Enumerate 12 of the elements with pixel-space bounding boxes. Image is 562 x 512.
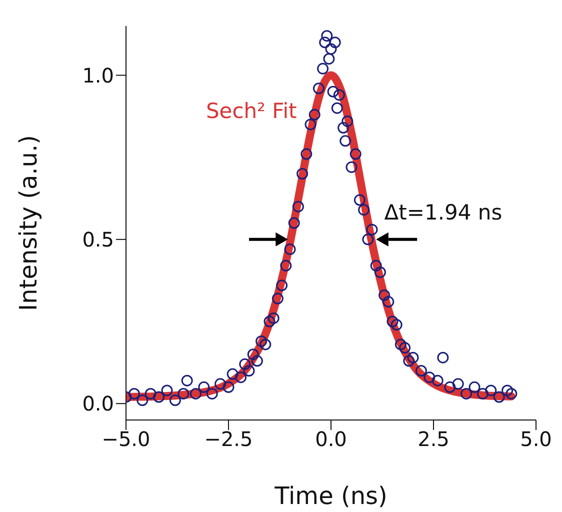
y-tick-label: 0.5 — [82, 228, 114, 252]
x-axis-title: Time (ns) — [274, 482, 388, 510]
x-tick-label: −2.5 — [204, 427, 253, 452]
x-tick-label: 2.5 — [418, 427, 450, 452]
series-label: Sech² Fit — [206, 98, 297, 123]
y-tick-label: 0.0 — [82, 392, 114, 416]
x-tick-label: −5.0 — [102, 427, 150, 452]
x-tick-label: 0.0 — [315, 427, 347, 452]
y-axis-title: Intensity (a.u.) — [14, 135, 43, 311]
annotation: Δt=1.94 ns — [384, 200, 502, 225]
x-tick-label: 5.0 — [520, 427, 552, 452]
y-tick-label: 1.0 — [82, 63, 114, 88]
